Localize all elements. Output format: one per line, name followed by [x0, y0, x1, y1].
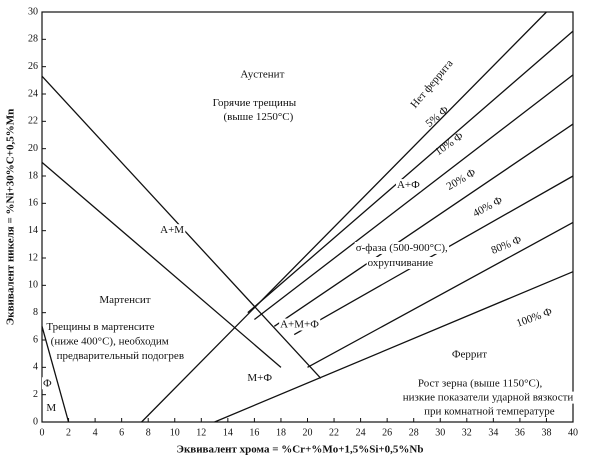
- x-tick-label: 12: [196, 427, 206, 438]
- y-tick-label: 4: [33, 362, 38, 373]
- y-tick-label: 14: [28, 225, 38, 236]
- label-background: [401, 391, 575, 404]
- y-tick-label: 26: [28, 61, 38, 72]
- label-background: [41, 377, 53, 390]
- region-label: А+М: [160, 224, 184, 236]
- y-tick-label: 8: [33, 307, 38, 318]
- region-label: Мартенсит: [99, 294, 150, 306]
- x-tick-label: 30: [435, 427, 445, 438]
- region-label: Трещины в мартенсите: [46, 321, 154, 333]
- y-tick-label: 24: [28, 88, 38, 99]
- label-background: [423, 405, 556, 418]
- x-tick-label: 18: [276, 427, 286, 438]
- region-label: Нет феррита: [408, 58, 455, 111]
- boundary-line: [254, 74, 574, 321]
- label-background: [159, 224, 186, 237]
- region-label: М+Ф: [247, 372, 272, 384]
- region-label: 10% Ф: [433, 130, 466, 158]
- x-tick-label: 34: [488, 427, 498, 438]
- boundary-line: [141, 11, 547, 423]
- label-background: [98, 293, 152, 306]
- region-label: σ-фаза (500-900°C),: [356, 242, 448, 254]
- region-label: Феррит: [452, 349, 487, 361]
- label-background: [279, 318, 321, 331]
- label-background: [222, 110, 295, 123]
- x-tick-label: 6: [119, 427, 124, 438]
- x-tick-label: 26: [382, 427, 392, 438]
- label-background: [416, 377, 544, 390]
- x-axis-title: Эквивалент хрома = %Cr+%Mo+1,5%Si+0,5%Nb: [176, 444, 423, 456]
- region-label: Рост зерна (выше 1150°C),: [418, 377, 543, 389]
- region-label: 100% Ф: [515, 306, 554, 330]
- x-tick-label: 36: [515, 427, 525, 438]
- region-label: Горячие трещины: [213, 97, 297, 109]
- region-label: 5% Ф: [423, 104, 451, 130]
- region-label: охрупчивание: [368, 257, 434, 269]
- x-tick-label: 32: [462, 427, 472, 438]
- x-tick-label: 14: [223, 427, 233, 438]
- x-tick-label: 0: [40, 427, 45, 438]
- label-background: [354, 241, 450, 254]
- x-tick-label: 38: [541, 427, 551, 438]
- x-tick-label: 24: [356, 427, 366, 438]
- y-tick-label: 0: [33, 416, 38, 427]
- y-tick-label: 16: [28, 198, 38, 209]
- x-tick-label: 4: [93, 427, 98, 438]
- label-background: [55, 349, 186, 362]
- boundary-line: [273, 123, 574, 327]
- region-label: (ниже 400°C), необходим: [51, 336, 169, 348]
- region-label: 80% Ф: [490, 234, 524, 257]
- y-tick-label: 6: [33, 334, 38, 345]
- region-label: Ф: [43, 377, 52, 389]
- label-background: [45, 321, 156, 334]
- region-label: Аустенит: [240, 68, 284, 80]
- x-tick-label: 28: [409, 427, 419, 438]
- y-tick-label: 10: [28, 280, 38, 291]
- region-label: предварительный подогрев: [57, 350, 184, 362]
- region-label: М: [46, 402, 56, 414]
- boundary-line: [214, 271, 574, 423]
- label-background: [211, 97, 298, 110]
- label-background: [49, 335, 170, 348]
- region-label: А+М+Ф: [280, 318, 319, 330]
- region-label: при комнатной температуре: [424, 406, 555, 418]
- y-tick-label: 22: [28, 116, 38, 127]
- label-background: [450, 348, 489, 361]
- x-tick-label: 22: [329, 427, 339, 438]
- x-tick-label: 20: [303, 427, 313, 438]
- region-label: 40% Ф: [471, 194, 505, 220]
- boundary-line: [247, 30, 574, 314]
- label-background: [246, 371, 274, 384]
- x-tick-label: 16: [249, 427, 259, 438]
- x-tick-label: 8: [146, 427, 151, 438]
- region-label: низкие показатели ударной вязкости: [403, 392, 574, 404]
- y-tick-label: 2: [33, 389, 38, 400]
- x-tick-label: 40: [568, 427, 578, 438]
- y-tick-label: 18: [28, 170, 38, 181]
- y-tick-label: 28: [28, 34, 38, 45]
- region-label: (выше 1250°C): [224, 111, 294, 123]
- label-background: [239, 68, 286, 81]
- label-background: [395, 179, 422, 192]
- label-background: [45, 401, 58, 414]
- y-tick-label: 20: [28, 143, 38, 154]
- boundary-line: [307, 221, 574, 368]
- y-axis-title: Эквивалент никеля = %Ni+30%C+0,5%Mn: [5, 109, 17, 325]
- boundary-line: [293, 175, 574, 336]
- y-tick-label: 12: [28, 252, 38, 263]
- x-tick-label: 2: [66, 427, 71, 438]
- x-tick-label: 10: [170, 427, 180, 438]
- label-background: [366, 256, 435, 269]
- boundary-line: [41, 161, 282, 368]
- region-label: А+Ф: [397, 179, 420, 191]
- boundary-line: [41, 326, 70, 423]
- y-tick-label: 30: [28, 6, 38, 17]
